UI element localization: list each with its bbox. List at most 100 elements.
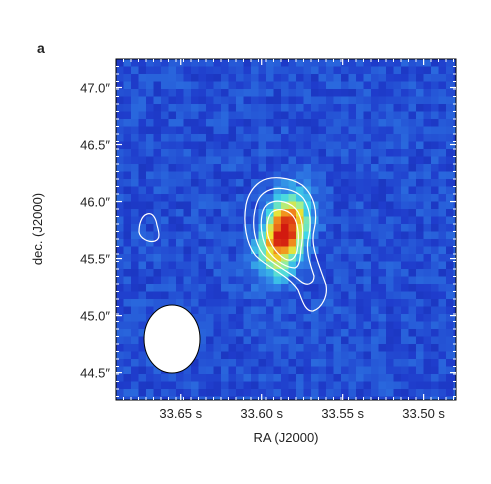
heatmap-pixel: [386, 96, 395, 105]
heatmap-pixel: [423, 381, 432, 390]
heatmap-pixel: [236, 134, 245, 143]
heatmap-pixel: [258, 141, 267, 150]
heatmap-pixel: [318, 96, 327, 105]
heatmap-pixel: [251, 261, 260, 270]
heatmap-pixel: [393, 389, 402, 398]
heatmap-pixel: [138, 74, 147, 83]
heatmap-pixel: [438, 156, 447, 165]
heatmap-pixel: [153, 299, 162, 308]
heatmap-pixel: [386, 261, 395, 270]
heatmap-pixel: [438, 104, 447, 113]
heatmap-pixel: [258, 306, 267, 315]
heatmap-pixel: [416, 306, 425, 315]
heatmap-pixel: [303, 126, 312, 135]
heatmap-pixel: [386, 81, 395, 90]
heatmap-pixel: [408, 381, 417, 390]
heatmap-pixel: [408, 126, 417, 135]
heatmap-pixel: [191, 171, 200, 180]
heatmap-pixel: [393, 209, 402, 218]
heatmap-pixel: [243, 344, 252, 353]
heatmap-pixel: [266, 231, 275, 240]
heatmap-pixel: [138, 59, 147, 68]
heatmap-pixel: [258, 59, 267, 68]
heatmap-pixel: [356, 74, 365, 83]
heatmap-pixel: [446, 134, 455, 143]
heatmap-pixel: [281, 231, 290, 240]
heatmap-pixel: [326, 186, 335, 195]
heatmap-pixel: [161, 179, 170, 188]
heatmap-pixel: [236, 209, 245, 218]
heatmap-pixel: [183, 299, 192, 308]
heatmap-pixel: [326, 239, 335, 248]
heatmap-pixel: [116, 336, 125, 345]
heatmap-pixel: [116, 74, 125, 83]
heatmap-pixel: [401, 389, 410, 398]
heatmap-pixel: [296, 239, 305, 248]
heatmap-pixel: [356, 111, 365, 120]
heatmap-pixel: [453, 111, 456, 120]
heatmap-pixel: [146, 381, 155, 390]
heatmap-pixel: [146, 104, 155, 113]
heatmap-pixel: [438, 291, 447, 300]
heatmap-pixel: [393, 254, 402, 263]
heatmap-pixel: [138, 351, 147, 360]
heatmap-pixel: [386, 314, 395, 323]
heatmap-pixel: [228, 351, 237, 360]
heatmap-pixel: [221, 59, 230, 68]
heatmap-pixel: [243, 396, 252, 400]
heatmap-pixel: [191, 389, 200, 398]
heatmap-pixel: [266, 224, 275, 233]
heatmap-pixel: [401, 81, 410, 90]
heatmap-pixel: [371, 171, 380, 180]
heatmap-pixel: [408, 104, 417, 113]
heatmap-pixel: [123, 201, 132, 210]
heatmap-pixel: [393, 66, 402, 75]
heatmap-pixel: [266, 66, 275, 75]
heatmap-pixel: [446, 284, 455, 293]
heatmap-pixel: [213, 111, 222, 120]
heatmap-pixel: [288, 314, 297, 323]
heatmap-pixel: [273, 134, 282, 143]
heatmap-pixel: [348, 381, 357, 390]
heatmap-pixel: [408, 66, 417, 75]
heatmap-pixel: [318, 254, 327, 263]
heatmap-pixel: [371, 239, 380, 248]
heatmap-pixel: [311, 389, 320, 398]
heatmap-pixel: [168, 186, 177, 195]
heatmap-pixel: [303, 321, 312, 330]
heatmap-pixel: [326, 156, 335, 165]
heatmap-pixel: [168, 261, 177, 270]
heatmap-pixel: [168, 396, 177, 400]
plot-frame: [115, 58, 457, 401]
heatmap-pixel: [116, 291, 125, 300]
heatmap-pixel: [116, 209, 125, 218]
heatmap-pixel: [333, 96, 342, 105]
heatmap-pixel: [431, 269, 440, 278]
heatmap-pixel: [251, 89, 260, 98]
heatmap-pixel: [243, 359, 252, 368]
heatmap-pixel: [393, 314, 402, 323]
heatmap-pixel: [311, 276, 320, 285]
heatmap-pixel: [423, 171, 432, 180]
heatmap-pixel: [213, 321, 222, 330]
heatmap-pixel: [273, 74, 282, 83]
heatmap-pixel: [153, 276, 162, 285]
heatmap-pixel: [363, 284, 372, 293]
heatmap-pixel: [131, 164, 140, 173]
heatmap-pixel: [416, 299, 425, 308]
heatmap-pixel: [228, 171, 237, 180]
heatmap-pixel: [206, 306, 215, 315]
heatmap-pixel: [363, 329, 372, 338]
heatmap-pixel: [123, 104, 132, 113]
heatmap-pixel: [348, 216, 357, 225]
heatmap-pixel: [401, 194, 410, 203]
heatmap-pixel: [326, 381, 335, 390]
heatmap-pixel: [236, 104, 245, 113]
heatmap-pixel: [303, 389, 312, 398]
heatmap-pixel: [341, 216, 350, 225]
heatmap-pixel: [348, 149, 357, 158]
heatmap-pixel: [296, 59, 305, 68]
heatmap-pixel: [438, 81, 447, 90]
heatmap-pixel: [408, 141, 417, 150]
heatmap-pixel: [431, 119, 440, 128]
